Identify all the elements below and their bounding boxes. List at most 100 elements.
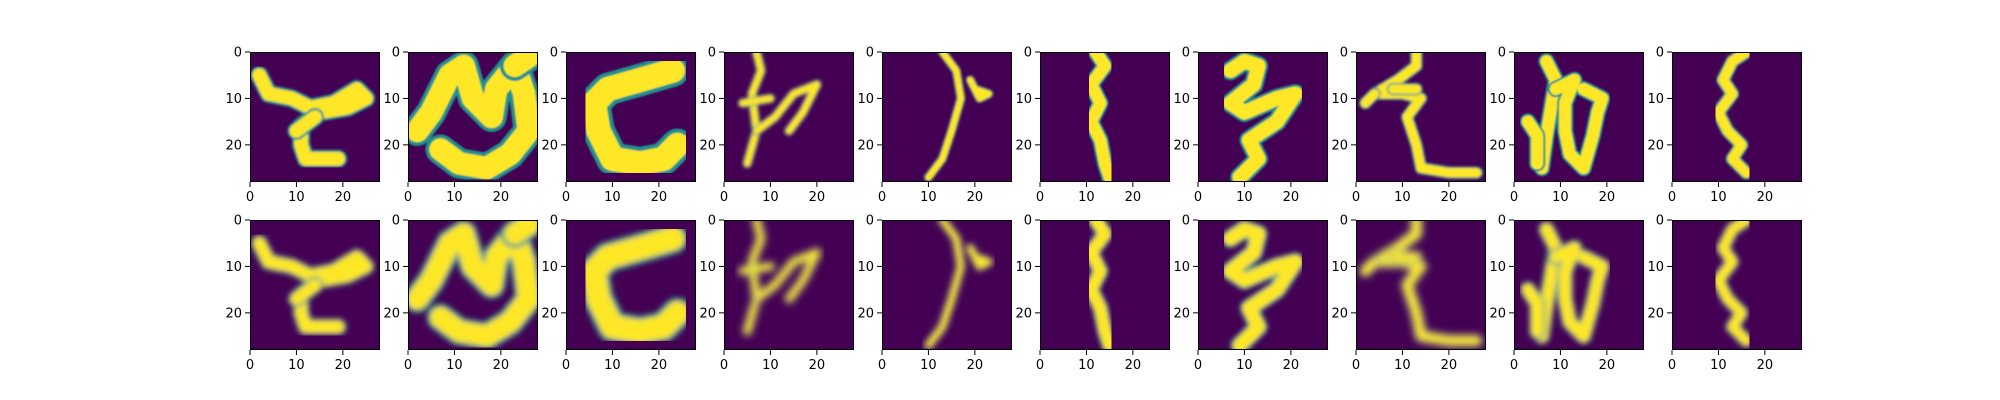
axes-frame bbox=[1198, 52, 1328, 182]
axes-frame bbox=[1356, 52, 1486, 182]
x-tick-label: 20 bbox=[651, 190, 668, 205]
axes-frame bbox=[566, 220, 696, 350]
y-tick-label: 10 bbox=[1489, 92, 1506, 107]
reconstruction-panel-8: 0 10 20 0 10 20 bbox=[1331, 214, 1486, 373]
glyph-10-strokes bbox=[1711, 220, 1754, 348]
axes-frame bbox=[1040, 52, 1170, 182]
glyph-10-strokes bbox=[1711, 52, 1754, 180]
y-tick-label: 20 bbox=[383, 138, 400, 153]
y-tick-label: 0 bbox=[1182, 214, 1190, 229]
stroke-core bbox=[1521, 115, 1544, 170]
y-tick-label: 10 bbox=[541, 92, 558, 107]
y-tick-label: 0 bbox=[392, 46, 400, 61]
axes-frame bbox=[1514, 52, 1644, 182]
x-tick-label: 20 bbox=[1441, 190, 1458, 205]
y-tick-label: 20 bbox=[699, 306, 716, 321]
glyph-3-strokes bbox=[578, 222, 694, 348]
original-panel-10: 0 10 20 0 10 20 bbox=[1647, 46, 1802, 205]
x-tick-label: 0 bbox=[1194, 190, 1202, 205]
y-tick-label: 0 bbox=[550, 46, 558, 61]
stroke-core bbox=[289, 110, 322, 138]
y-tick-label: 20 bbox=[1647, 138, 1664, 153]
y-tick-label: 0 bbox=[866, 46, 874, 61]
stroke-core bbox=[753, 249, 821, 303]
glyph-4-strokes bbox=[737, 220, 822, 337]
axes-frame bbox=[882, 220, 1012, 350]
glyph-9-strokes bbox=[1519, 53, 1611, 177]
x-tick-label: 0 bbox=[720, 358, 728, 373]
original-panel-2: 0 10 20 0 10 20 bbox=[383, 46, 538, 205]
axes-frame bbox=[1672, 52, 1802, 182]
y-tick-label: 20 bbox=[225, 306, 242, 321]
x-tick-label: 10 bbox=[1078, 358, 1095, 373]
x-tick-label: 0 bbox=[246, 358, 254, 373]
y-tick-label: 0 bbox=[866, 214, 874, 229]
axes-frame bbox=[250, 52, 380, 182]
glyph-3-strokes bbox=[577, 54, 694, 180]
reconstruction-panel-10: 0 10 20 0 10 20 bbox=[1647, 214, 1802, 373]
y-tick-label: 0 bbox=[1498, 46, 1506, 61]
x-tick-label: 10 bbox=[762, 190, 779, 205]
stroke-core bbox=[1360, 89, 1380, 108]
y-tick-label: 0 bbox=[234, 46, 242, 61]
stroke-core bbox=[253, 236, 373, 334]
x-tick-label: 0 bbox=[1668, 358, 1676, 373]
y-tick-label: 10 bbox=[857, 260, 874, 275]
glyph-1-strokes bbox=[250, 234, 375, 336]
x-tick-label: 20 bbox=[1599, 358, 1616, 373]
axes-frame bbox=[882, 52, 1012, 182]
x-tick-label: 0 bbox=[1352, 358, 1360, 373]
x-tick-label: 20 bbox=[493, 190, 510, 205]
x-tick-label: 20 bbox=[1757, 358, 1774, 373]
y-tick-label: 20 bbox=[541, 306, 558, 321]
stroke-core bbox=[1369, 52, 1482, 178]
row-original: 0 10 20 0 10 20 0 10 20 0 10 20 0 10 20 0 10 20 0 10 20 0 10 20… bbox=[225, 46, 1802, 205]
glyph-1-strokes bbox=[250, 66, 376, 168]
x-tick-label: 10 bbox=[1710, 358, 1727, 373]
x-tick-label: 10 bbox=[1394, 358, 1411, 373]
y-tick-label: 20 bbox=[699, 138, 716, 153]
y-tick-label: 10 bbox=[1015, 260, 1032, 275]
x-tick-label: 0 bbox=[878, 190, 886, 205]
y-tick-label: 20 bbox=[1489, 306, 1506, 321]
x-tick-label: 10 bbox=[446, 190, 463, 205]
x-tick-label: 20 bbox=[809, 358, 826, 373]
x-tick-label: 0 bbox=[1194, 358, 1202, 373]
glyph-6-strokes bbox=[1082, 220, 1118, 350]
reconstruction-panel-6: 0 10 20 0 10 20 bbox=[1015, 214, 1170, 373]
x-tick-label: 0 bbox=[1036, 358, 1044, 373]
y-tick-label: 0 bbox=[1024, 214, 1032, 229]
stroke-core bbox=[1369, 220, 1482, 346]
x-tick-label: 0 bbox=[878, 358, 886, 373]
axes-frame bbox=[408, 220, 538, 350]
stroke-core bbox=[1549, 241, 1609, 343]
y-tick-label: 20 bbox=[1173, 138, 1190, 153]
y-tick-label: 0 bbox=[1340, 46, 1348, 61]
x-tick-label: 10 bbox=[288, 358, 305, 373]
glyph-5-strokes bbox=[924, 52, 994, 182]
y-tick-label: 0 bbox=[708, 214, 716, 229]
y-tick-label: 10 bbox=[383, 92, 400, 107]
original-panel-6: 0 10 20 0 10 20 bbox=[1015, 46, 1170, 205]
stroke-core bbox=[1713, 220, 1752, 346]
y-tick-label: 10 bbox=[541, 260, 558, 275]
axes-frame bbox=[408, 52, 538, 182]
stroke-core bbox=[581, 58, 690, 176]
y-tick-label: 10 bbox=[1331, 92, 1348, 107]
original-panel-5: 0 10 20 0 10 20 bbox=[857, 46, 1012, 205]
stroke-core bbox=[966, 76, 993, 102]
stroke-core bbox=[1521, 283, 1544, 338]
x-tick-label: 20 bbox=[1757, 190, 1774, 205]
image-background bbox=[882, 220, 1012, 350]
x-tick-label: 0 bbox=[246, 190, 254, 205]
x-tick-label: 0 bbox=[1036, 190, 1044, 205]
original-panel-7: 0 10 20 0 10 20 bbox=[1173, 46, 1328, 205]
axes-frame bbox=[1198, 220, 1328, 350]
x-tick-label: 20 bbox=[967, 190, 984, 205]
x-tick-label: 20 bbox=[493, 358, 510, 373]
stroke-core bbox=[925, 52, 965, 181]
stroke-core bbox=[1085, 220, 1116, 350]
x-tick-label: 0 bbox=[1668, 190, 1676, 205]
y-tick-label: 0 bbox=[234, 214, 242, 229]
x-tick-label: 20 bbox=[1283, 190, 1300, 205]
